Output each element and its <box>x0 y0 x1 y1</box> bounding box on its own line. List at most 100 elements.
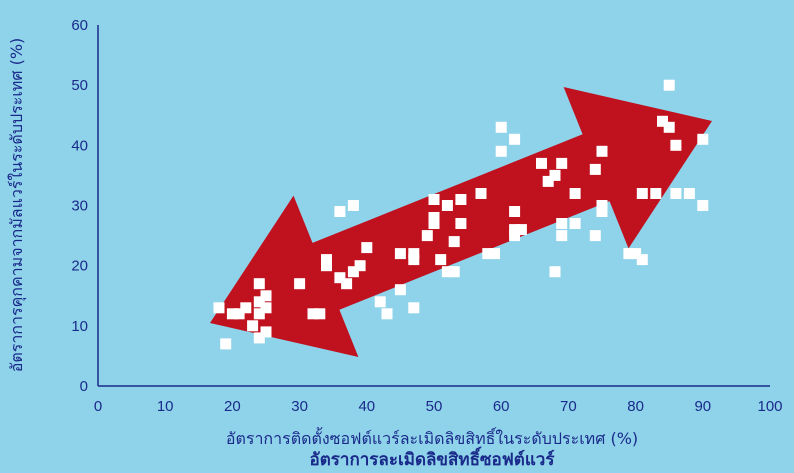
data-point <box>596 206 608 217</box>
data-point <box>657 115 668 127</box>
x-tick-label: 70 <box>560 398 577 415</box>
data-point <box>549 169 561 181</box>
data-point <box>253 332 265 344</box>
data-point <box>435 254 447 266</box>
x-tick-label: 0 <box>94 398 102 415</box>
data-point <box>475 188 487 199</box>
y-tick-label: 30 <box>71 198 88 215</box>
data-point <box>549 266 561 278</box>
data-point <box>260 326 272 338</box>
data-point <box>589 163 601 175</box>
data-point <box>213 302 225 314</box>
data-point <box>569 218 581 229</box>
x-tick-label: 20 <box>224 398 241 415</box>
data-point <box>596 145 608 157</box>
data-point <box>589 230 601 242</box>
data-point <box>307 308 319 320</box>
data-point <box>247 320 259 332</box>
data-point <box>441 200 453 211</box>
data-point <box>260 302 272 314</box>
data-point <box>650 188 662 199</box>
data-point <box>334 206 346 217</box>
x-tick-label: 50 <box>426 398 443 415</box>
data-point <box>314 308 326 320</box>
y-tick-label: 10 <box>71 318 88 335</box>
data-point <box>509 230 521 242</box>
data-point <box>226 308 238 320</box>
data-point <box>636 254 648 266</box>
x-tick-label: 60 <box>493 398 510 415</box>
x-axis-label: อัตราการติดตั้งซอฟต์แวร์ละเมิดลิขสิทธิ์ใ… <box>226 427 638 448</box>
y-tick-label: 0 <box>80 378 88 395</box>
data-point <box>630 248 642 260</box>
data-point <box>596 200 608 211</box>
data-point <box>509 133 521 145</box>
data-point <box>455 218 467 229</box>
y-axis-label: อัตราการคุกคามจากมัลแวร์ในระดับประเทศ (%… <box>7 38 27 373</box>
data-point <box>408 254 420 266</box>
data-points-layer <box>213 79 709 350</box>
data-point <box>347 200 359 211</box>
data-point <box>455 194 467 205</box>
axes-layer <box>97 25 770 387</box>
data-point <box>542 175 554 187</box>
data-point <box>556 157 568 169</box>
data-point <box>623 248 635 260</box>
y-tick-label: 50 <box>71 77 88 94</box>
data-point <box>495 121 507 133</box>
data-point <box>253 308 265 320</box>
data-point <box>663 121 675 133</box>
data-point <box>233 308 245 320</box>
data-point <box>260 290 272 302</box>
x-tick-label: 40 <box>358 398 375 415</box>
data-point <box>341 278 353 290</box>
y-tick-label: 40 <box>71 137 88 154</box>
data-point <box>381 308 393 320</box>
x-tick-label: 10 <box>157 398 174 415</box>
data-point <box>428 212 440 223</box>
data-point <box>394 248 406 260</box>
data-point <box>670 188 682 199</box>
data-point <box>495 145 507 157</box>
data-point <box>556 230 568 242</box>
x-tick-label: 100 <box>757 398 782 415</box>
data-point <box>489 248 500 260</box>
data-point <box>569 188 581 199</box>
chart-caption: อัตราการละเมิดลิขสิทธิ์ซอฟต์แวร์ <box>310 446 556 470</box>
data-point <box>482 248 494 260</box>
data-point <box>334 272 346 284</box>
data-point <box>697 200 709 211</box>
data-point <box>556 218 568 229</box>
data-point <box>374 296 386 308</box>
data-point <box>441 266 453 278</box>
data-point <box>347 266 359 278</box>
data-point <box>253 278 265 290</box>
data-point <box>509 224 521 236</box>
data-point <box>321 260 332 272</box>
x-tick-label: 80 <box>627 398 644 415</box>
data-point <box>354 260 366 272</box>
data-point <box>536 157 547 169</box>
data-point <box>361 242 373 254</box>
data-point <box>636 188 648 199</box>
y-tick-label: 60 <box>71 17 88 34</box>
data-point <box>697 133 709 145</box>
data-point <box>428 218 440 229</box>
data-point <box>515 224 527 236</box>
data-point <box>321 254 332 266</box>
data-point <box>670 139 682 151</box>
data-point <box>421 230 433 242</box>
data-point <box>683 188 695 199</box>
y-tick-label: 20 <box>71 258 88 275</box>
x-tick-label: 90 <box>694 398 711 415</box>
data-point <box>448 266 460 278</box>
data-point <box>394 284 406 296</box>
data-point <box>294 278 306 290</box>
data-point <box>509 206 521 217</box>
ticks-layer: 0 10 20 30 40 50 60 70 80 90 100 0 10 20 30 40 50 60 <box>71 17 782 415</box>
x-tick-label: 30 <box>291 398 308 415</box>
data-point <box>253 296 265 308</box>
data-point <box>428 194 440 205</box>
data-point <box>408 248 420 260</box>
